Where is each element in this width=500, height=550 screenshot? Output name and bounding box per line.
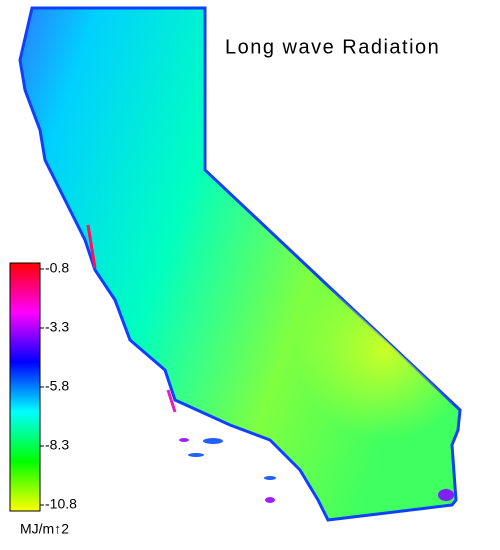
island <box>179 438 189 442</box>
colorbar-ticks: -0.8 -3.3 -5.8 -8.3 -10.8 <box>40 260 77 512</box>
island <box>203 438 223 444</box>
warm-area <box>205 170 460 450</box>
island <box>438 489 454 501</box>
tick-label: -5.8 <box>45 378 69 394</box>
california-map <box>18 6 462 522</box>
colorbar <box>9 262 41 512</box>
map-title: Long wave Radiation <box>225 36 440 58</box>
island <box>264 476 276 480</box>
island <box>265 497 275 503</box>
coast-highlight <box>166 389 177 413</box>
tick-label: -8.3 <box>45 437 69 453</box>
colorbar-unit: MJ/m↑2 <box>20 521 69 537</box>
tick-label: -0.8 <box>45 260 69 276</box>
island <box>188 453 204 457</box>
coast-highlight <box>86 224 97 269</box>
tick-label: -3.3 <box>45 319 69 335</box>
tick-label: -10.8 <box>45 496 77 512</box>
